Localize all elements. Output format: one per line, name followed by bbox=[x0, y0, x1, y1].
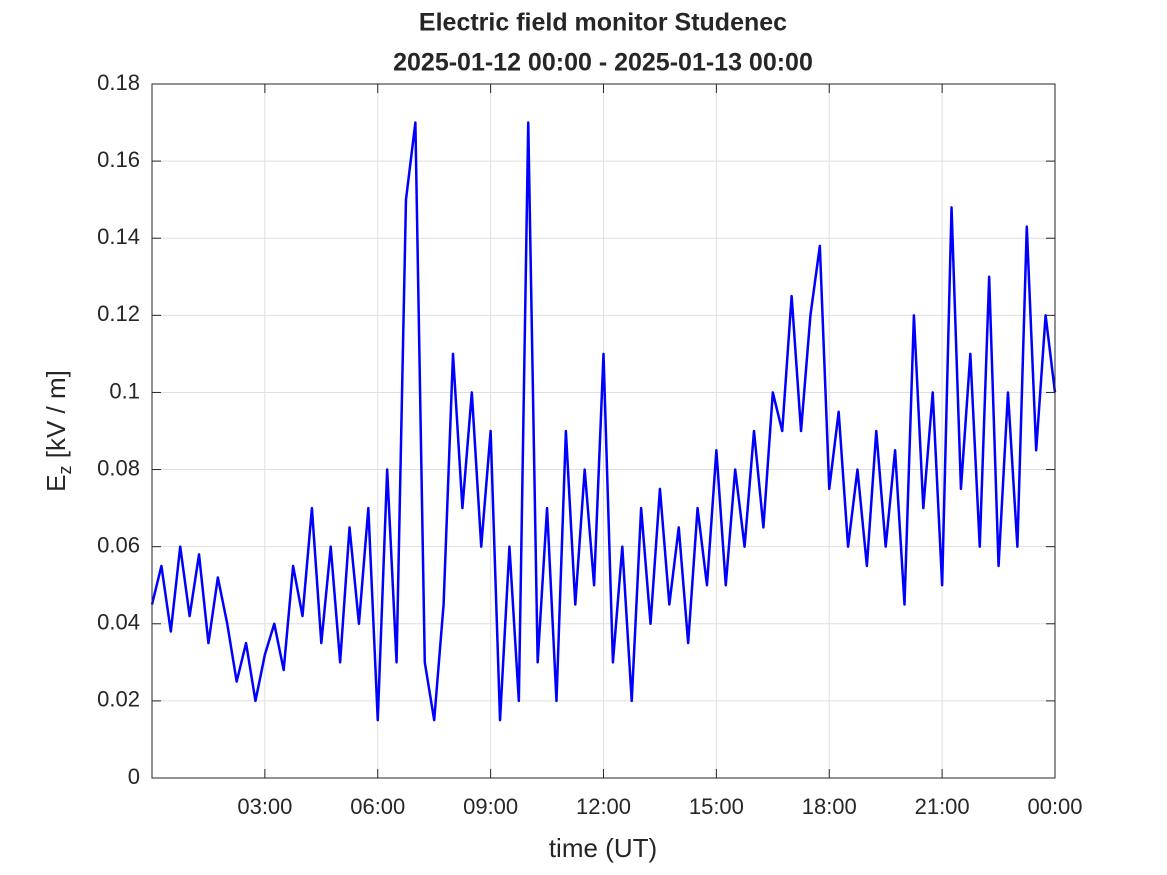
chart-title: Electric field monitor Studenec bbox=[419, 9, 787, 37]
y-tick-label: 0.1 bbox=[109, 378, 140, 403]
y-tick-label: 0.12 bbox=[97, 301, 140, 326]
y-label-subscript: z bbox=[55, 466, 75, 475]
y-tick-label: 0.06 bbox=[97, 532, 140, 557]
y-label-base: E bbox=[41, 475, 71, 492]
y-tick-label: 0.04 bbox=[97, 610, 140, 635]
x-tick-label: 21:00 bbox=[915, 794, 970, 819]
x-tick-label: 00:00 bbox=[1027, 794, 1082, 819]
y-tick-label: 0.14 bbox=[97, 224, 140, 249]
data-line bbox=[150, 121, 1057, 722]
y-tick-label: 0.08 bbox=[97, 455, 140, 480]
x-tick-label: 09:00 bbox=[463, 794, 518, 819]
x-tick-label: 06:00 bbox=[350, 794, 405, 819]
x-tick-label: 12:00 bbox=[576, 794, 631, 819]
y-tick-label: 0.02 bbox=[97, 687, 140, 712]
x-tick-label: 03:00 bbox=[237, 794, 292, 819]
x-tick-label: 15:00 bbox=[689, 794, 744, 819]
y-axis-label: Ez [kV / m] bbox=[41, 370, 75, 492]
plot-frame bbox=[151, 83, 1056, 779]
y-tick-label: 0.16 bbox=[97, 147, 140, 172]
y-tick-label: 0 bbox=[128, 764, 140, 789]
x-axis-label: time (UT) bbox=[549, 833, 657, 863]
chart-subtitle: 2025-01-12 00:00 - 2025-01-13 00:00 bbox=[393, 49, 813, 77]
y-label-unit: [kV / m] bbox=[41, 370, 71, 465]
y-tick-label: 0.18 bbox=[97, 70, 140, 95]
x-tick-label: 18:00 bbox=[802, 794, 857, 819]
